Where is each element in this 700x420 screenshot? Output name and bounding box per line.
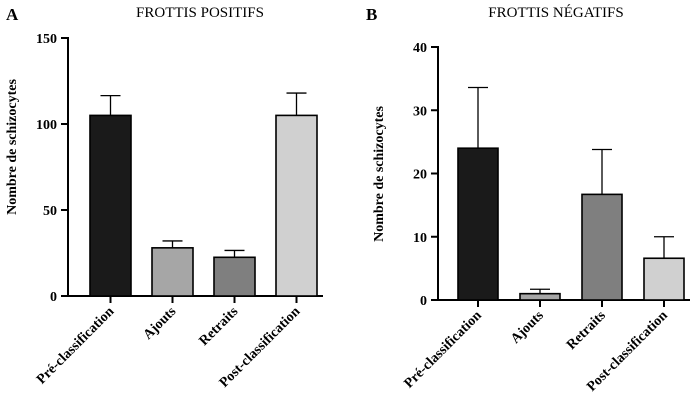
panel-b-y-tick-label: 0 bbox=[420, 294, 427, 309]
panel-b-bar bbox=[581, 193, 623, 301]
panel-a-y-tick-label: 100 bbox=[36, 118, 57, 133]
panel-b-category-label: Retraits bbox=[564, 308, 609, 353]
panel-a-y-axis-label: Nombre de schizocytes bbox=[5, 79, 20, 215]
panel-b-category-label: Pré-classification bbox=[402, 308, 485, 391]
panel-a-marks: 0 50 100 150 Pré-classification Ajouts Retrait… bbox=[34, 32, 323, 391]
panel-a-bar bbox=[151, 247, 194, 297]
panel-a-category-label: Ajouts bbox=[141, 304, 180, 343]
panel-b: B FROTTIS NÉGATIFS Nombre de schizocytes… bbox=[366, 4, 690, 395]
panel-b-marks: 0 10 20 30 40 Pré-classification Ajouts Retrait… bbox=[402, 41, 690, 395]
panel-a: A FROTTIS POSITIFS Nombre de schizocytes… bbox=[5, 5, 323, 391]
panel-a-y-tick-label: 150 bbox=[36, 32, 57, 47]
panel-b-y-tick-label: 20 bbox=[413, 168, 427, 183]
panel-b-y-tick-label: 40 bbox=[413, 41, 427, 56]
panel-b-y-tick-label: 10 bbox=[413, 231, 427, 246]
panel-b-bar bbox=[519, 292, 561, 301]
panel-a-y-tick-label: 50 bbox=[43, 204, 57, 219]
panel-b-bar bbox=[457, 147, 499, 301]
panel-a-y-tick-label: 0 bbox=[50, 290, 57, 305]
panel-a-title: FROTTIS POSITIFS bbox=[136, 5, 264, 21]
panel-b-letter: B bbox=[366, 5, 377, 24]
panel-b-y-tick-label: 30 bbox=[413, 104, 427, 119]
panel-b-title: FROTTIS NÉGATIFS bbox=[488, 4, 623, 21]
panel-a-category-label: Pré-classification bbox=[34, 304, 117, 387]
panel-b-bar bbox=[643, 257, 685, 301]
panel-a-bar bbox=[89, 114, 132, 297]
panel-a-bar bbox=[275, 114, 318, 297]
panel-a-letter: A bbox=[6, 5, 19, 24]
panel-a-category-label: Retraits bbox=[197, 304, 242, 349]
panel-b-y-axis-label: Nombre de schizocytes bbox=[372, 106, 387, 242]
panel-b-category-label: Ajouts bbox=[508, 308, 547, 347]
panel-a-bar bbox=[213, 256, 256, 297]
